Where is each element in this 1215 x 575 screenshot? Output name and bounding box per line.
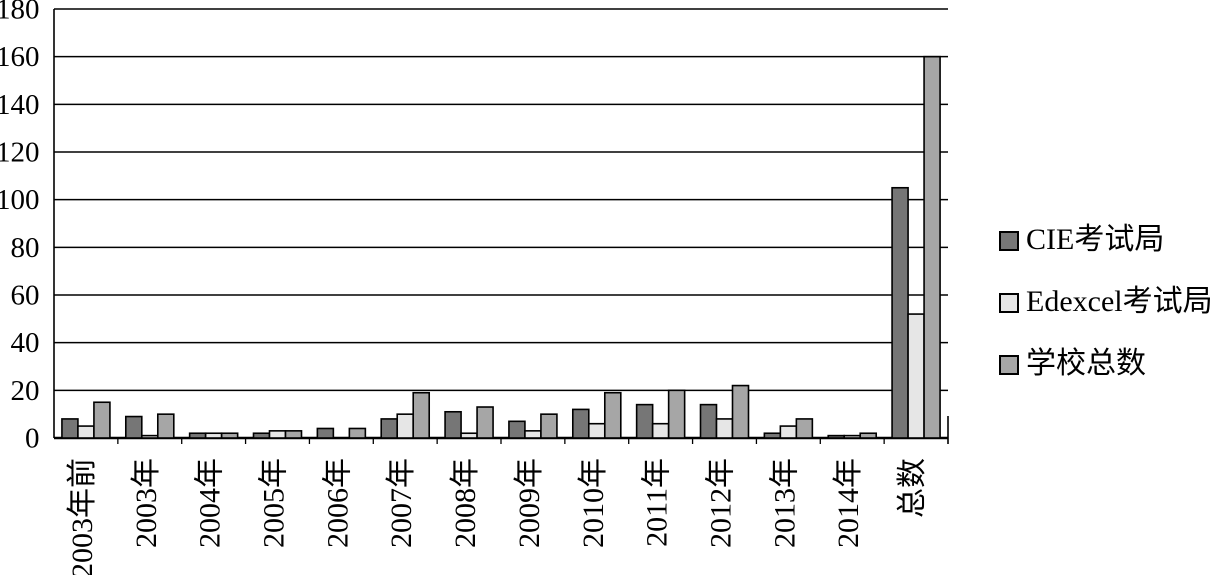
svg-text:120: 120 xyxy=(0,137,40,169)
svg-text:20: 20 xyxy=(11,375,40,407)
svg-text:2011年: 2011年 xyxy=(641,458,674,547)
svg-text:2007年: 2007年 xyxy=(385,458,418,548)
svg-text:40: 40 xyxy=(11,327,40,359)
svg-text:140: 140 xyxy=(0,89,40,121)
svg-text:Edexcel考试局: Edexcel考试局 xyxy=(1026,285,1213,318)
svg-text:学校总数: 学校总数 xyxy=(1026,347,1146,380)
svg-text:80: 80 xyxy=(11,232,40,264)
svg-text:180: 180 xyxy=(0,0,40,26)
svg-text:2014年: 2014年 xyxy=(832,458,865,548)
svg-text:2009年: 2009年 xyxy=(513,458,546,548)
svg-text:2010年: 2010年 xyxy=(577,458,610,548)
svg-text:60: 60 xyxy=(11,280,40,312)
svg-text:2013年: 2013年 xyxy=(768,458,801,548)
svg-text:100: 100 xyxy=(0,184,40,216)
svg-text:总数: 总数 xyxy=(896,458,929,518)
svg-text:2005年: 2005年 xyxy=(258,458,291,548)
svg-text:2006年: 2006年 xyxy=(321,458,354,548)
svg-text:2003年前: 2003年前 xyxy=(66,458,99,575)
svg-text:CIE考试局: CIE考试局 xyxy=(1026,223,1164,256)
svg-text:2008年: 2008年 xyxy=(449,458,482,548)
svg-text:2003年: 2003年 xyxy=(130,458,163,548)
svg-text:160: 160 xyxy=(0,41,40,73)
svg-text:2004年: 2004年 xyxy=(194,458,227,548)
svg-text:0: 0 xyxy=(25,423,40,455)
svg-text:2012年: 2012年 xyxy=(705,458,738,548)
